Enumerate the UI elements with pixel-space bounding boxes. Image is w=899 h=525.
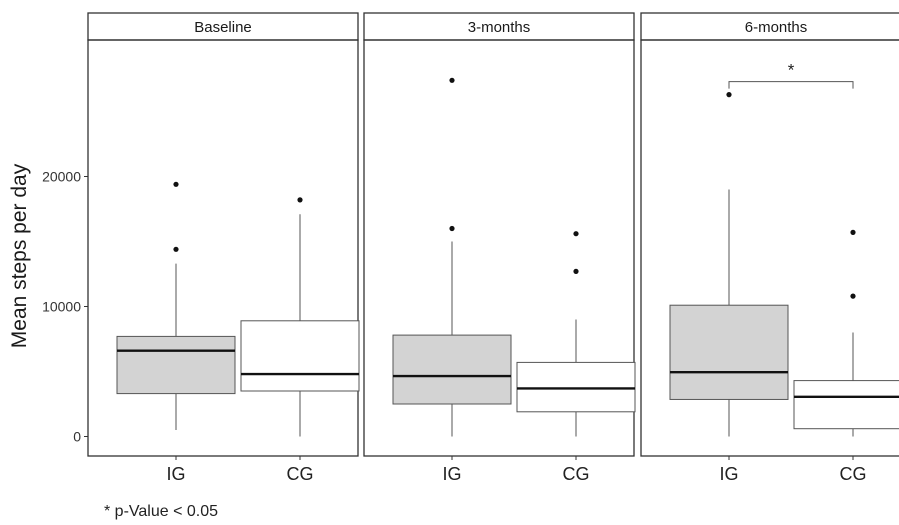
outlier-point bbox=[850, 229, 856, 235]
x-tick-label: IG bbox=[166, 464, 185, 484]
facet-panel-3: 6-months IG CG * bbox=[640, 12, 899, 484]
facet-strip bbox=[87, 12, 359, 41]
facet-title: 3-months bbox=[468, 19, 531, 36]
box-cg bbox=[516, 361, 636, 413]
box-ig bbox=[669, 304, 789, 400]
panel-frame bbox=[640, 39, 899, 457]
y-tick-label: 10000 bbox=[42, 299, 81, 315]
panel-frame bbox=[87, 39, 359, 457]
outlier-point bbox=[850, 293, 856, 299]
facet-panel-2: 3-months IG CG bbox=[363, 12, 636, 484]
x-tick-label: CG bbox=[840, 464, 867, 484]
facet-title: Baseline bbox=[194, 19, 252, 36]
y-tick-label: 20000 bbox=[42, 169, 81, 185]
panel-frame bbox=[363, 39, 635, 457]
outlier-point bbox=[449, 77, 455, 83]
box-cg bbox=[240, 320, 360, 392]
outlier-point bbox=[573, 268, 579, 274]
outlier-point bbox=[726, 92, 732, 98]
outlier-point bbox=[449, 225, 455, 232]
box-ig bbox=[392, 334, 512, 405]
outlier-point bbox=[173, 181, 179, 187]
significance-bracket bbox=[728, 81, 854, 89]
facet-title: 6-months bbox=[745, 19, 808, 36]
box-ig bbox=[116, 335, 236, 395]
x-tick-label: CG bbox=[563, 464, 590, 484]
significance-marker: * bbox=[788, 61, 795, 80]
y-axis-label: Mean steps per day bbox=[8, 163, 31, 348]
significance-footnote: * p-Value < 0.05 bbox=[104, 503, 219, 520]
facet-strip bbox=[363, 12, 635, 41]
x-tick-label: CG bbox=[287, 464, 314, 484]
outlier-point bbox=[173, 246, 179, 252]
facet-strip bbox=[640, 12, 899, 41]
facet-panel-1: Baseline IG CG bbox=[87, 12, 360, 484]
outlier-point bbox=[573, 231, 579, 237]
y-tick-label: 0 bbox=[73, 429, 81, 445]
x-tick-label: IG bbox=[719, 464, 738, 484]
outlier-point bbox=[297, 197, 303, 203]
x-tick-label: IG bbox=[442, 464, 461, 484]
box-cg bbox=[793, 380, 899, 430]
